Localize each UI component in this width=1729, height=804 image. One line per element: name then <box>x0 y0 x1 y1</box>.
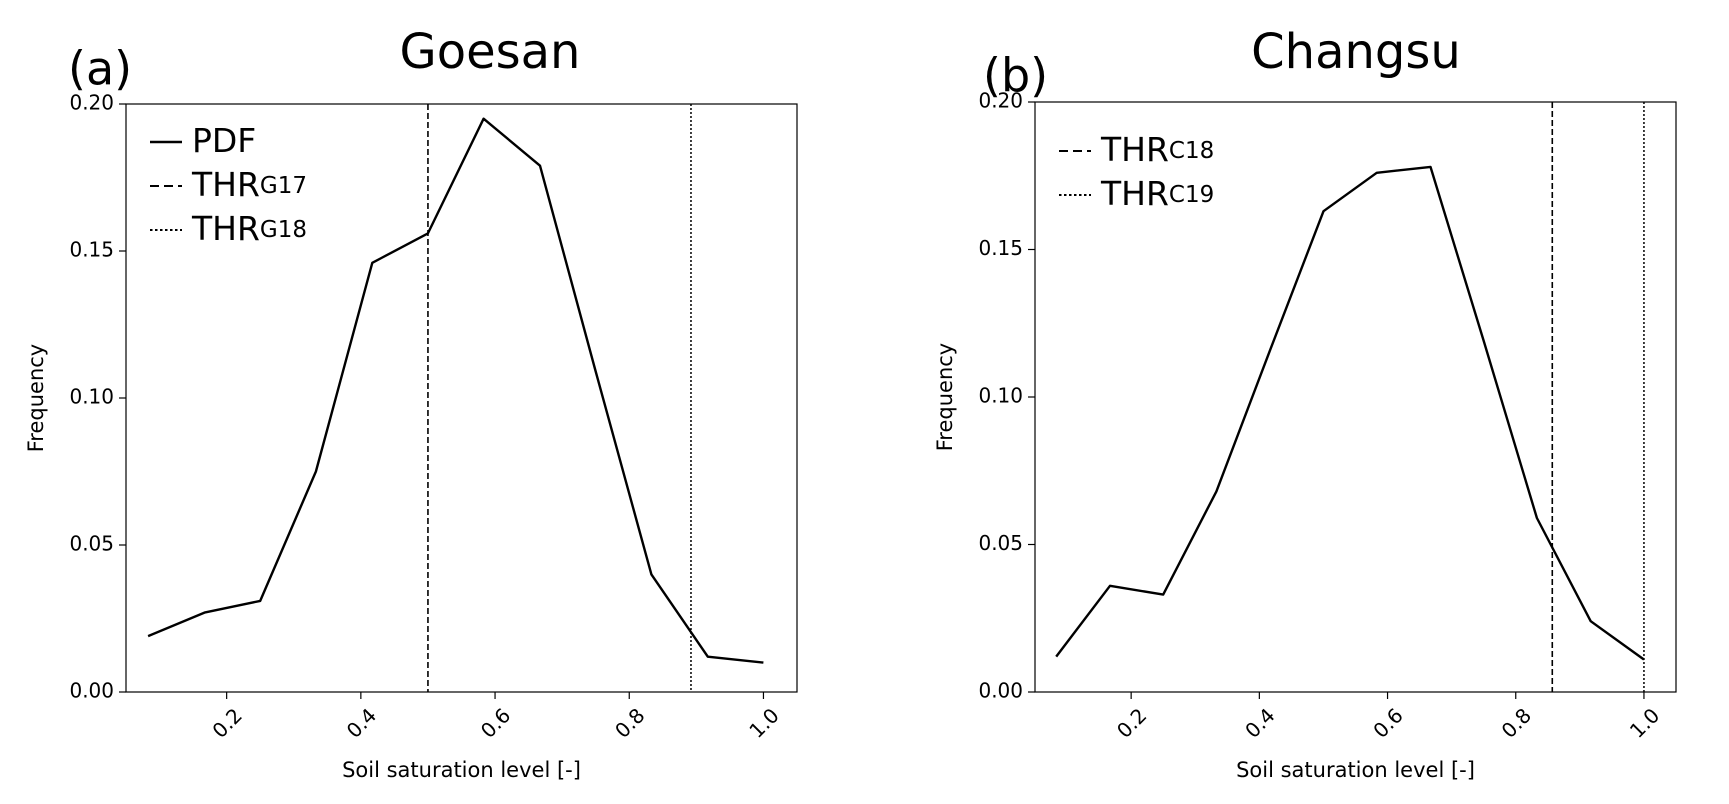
y-tick-label: 0.20 <box>69 91 114 115</box>
y-tick-label: 0.20 <box>978 89 1023 113</box>
panel-label: (a) <box>68 42 132 96</box>
x-axis-label: Soil saturation level [-] <box>1236 758 1475 782</box>
y-tick-label: 0.10 <box>69 385 114 409</box>
legend-label: PDF <box>192 121 256 160</box>
y-tick-label: 0.00 <box>978 679 1023 703</box>
x-tick-label: 0.2 <box>1112 703 1151 742</box>
legend-label-sub: C19 <box>1169 182 1214 208</box>
chart-title: Goesan <box>400 24 581 80</box>
x-tick-label: 0.4 <box>1240 703 1279 742</box>
x-tick-label: 0.8 <box>610 703 649 742</box>
chart-panel-0: (a) Goesan 0.00 0.05 0.10 0.15 0.20 0.2 0.4 0.6 0.… <box>24 24 798 782</box>
y-tick-label: 0.05 <box>69 532 114 556</box>
legend-label: THRG18 <box>191 209 307 248</box>
legend-label-sub: G18 <box>260 217 307 243</box>
x-tick-label: 0.8 <box>1497 703 1536 742</box>
y-axis-label: Frequency <box>24 344 48 453</box>
x-axis-label: Soil saturation level [-] <box>342 758 581 782</box>
panel-label: (b) <box>983 49 1048 103</box>
legend-label-sub: C18 <box>1169 138 1214 164</box>
y-tick-label: 0.00 <box>69 679 114 703</box>
legend-label-main: THR <box>1100 174 1169 213</box>
y-tick-label: 0.05 <box>978 531 1023 555</box>
legend-label-main: THR <box>191 165 260 204</box>
series-line-pdf <box>147 117 764 664</box>
chart-title: Changsu <box>1251 24 1461 80</box>
chart-panel-1: (b) Changsu 0.00 0.05 0.10 0.15 0.20 0.2 0.4 0.6 0… <box>933 24 1677 782</box>
y-tick-label: 0.15 <box>978 236 1023 260</box>
x-tick-label: 1.0 <box>744 703 783 742</box>
legend-label-sub: G17 <box>260 173 307 199</box>
x-tick-label: 1.0 <box>1625 703 1664 742</box>
legend-label: THRG17 <box>191 165 307 204</box>
x-tick-label: 0.6 <box>476 703 515 742</box>
x-tick-label: 0.2 <box>207 703 246 742</box>
x-tick-label: 0.6 <box>1368 703 1407 742</box>
y-tick-label: 0.15 <box>69 238 114 262</box>
legend-label-main: PDF <box>192 121 256 160</box>
y-tick-label: 0.10 <box>978 384 1023 408</box>
y-axis-label: Frequency <box>933 343 957 452</box>
x-tick-label: 0.4 <box>342 703 381 742</box>
legend-label: THRC19 <box>1100 174 1214 213</box>
series-line-pdf <box>1055 165 1645 661</box>
legend-label-main: THR <box>1100 130 1169 169</box>
legend-label-main: THR <box>191 209 260 248</box>
legend-label: THRC18 <box>1100 130 1214 169</box>
